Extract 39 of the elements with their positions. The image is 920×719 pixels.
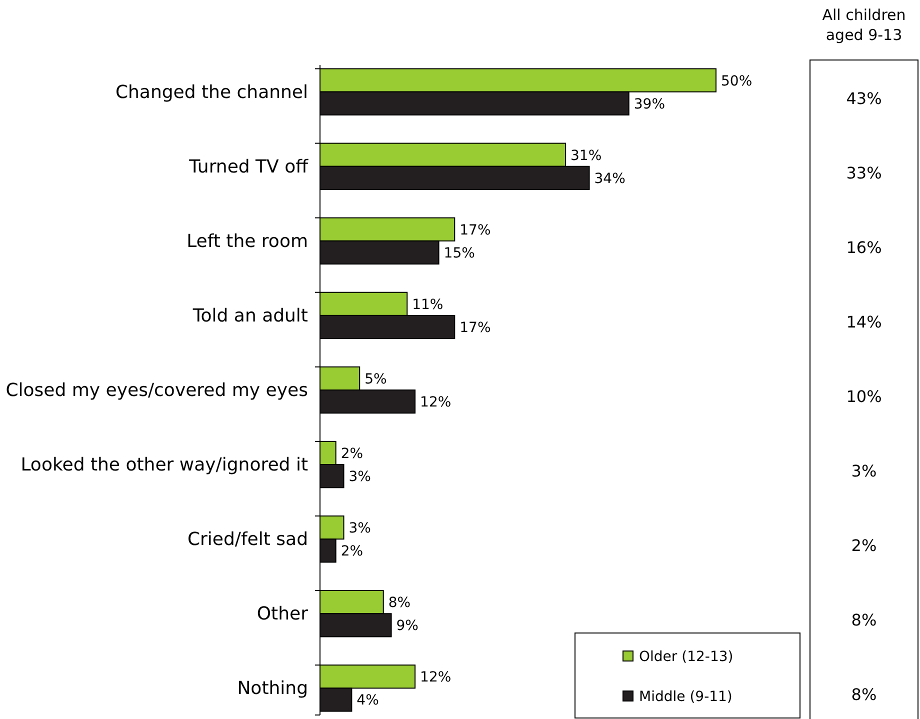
data-label: 3% [348, 469, 371, 486]
legend-label: Middle (9-11) [639, 689, 732, 705]
y-tick-label: Closed my eyes/covered my eyes [6, 380, 308, 401]
y-tick-label: Turned TV off [188, 156, 309, 178]
text: 10% [846, 387, 882, 406]
data-label: 4% [356, 692, 379, 709]
data-label: 3% [348, 520, 371, 537]
text: 14% [846, 312, 882, 332]
text: All children aged 9-13 [822, 6, 906, 44]
y-tick-label: Told an adult [192, 305, 308, 326]
text: 33% [846, 163, 882, 182]
data-label: 50% [721, 73, 752, 90]
data-label: 17% [460, 320, 491, 336]
y-tick-label: Looked the other way/ignored it [20, 454, 308, 476]
data-label: 9% [396, 618, 418, 634]
text: 8% [851, 610, 877, 630]
data-label: 31% [570, 148, 602, 164]
text: 2% [851, 536, 877, 556]
data-label: 17% [460, 222, 491, 238]
text: 3% [851, 462, 877, 481]
y-tick-label: Cried/felt sad [187, 529, 308, 550]
y-tick-label: Left the room [186, 230, 308, 252]
y-tick-label: Other [256, 604, 309, 625]
data-label: 15% [444, 245, 475, 262]
y-tick-label: Changed the channel [115, 82, 308, 103]
data-label: 12% [420, 394, 452, 411]
data-label: 8% [388, 595, 411, 612]
text: 16% [846, 238, 882, 257]
data-label: 2% [340, 544, 364, 560]
data-label: 34% [594, 170, 626, 187]
data-label: 39% [634, 96, 666, 112]
data-label: 11% [412, 296, 444, 313]
text: 8% [851, 685, 877, 704]
data-label: 5% [364, 371, 387, 388]
legend-label: Older (12-13) [639, 649, 734, 665]
data-label: 2% [340, 446, 364, 462]
data-label: 12% [420, 670, 452, 686]
text: 43% [846, 88, 882, 108]
y-tick-label: Nothing [237, 678, 308, 700]
